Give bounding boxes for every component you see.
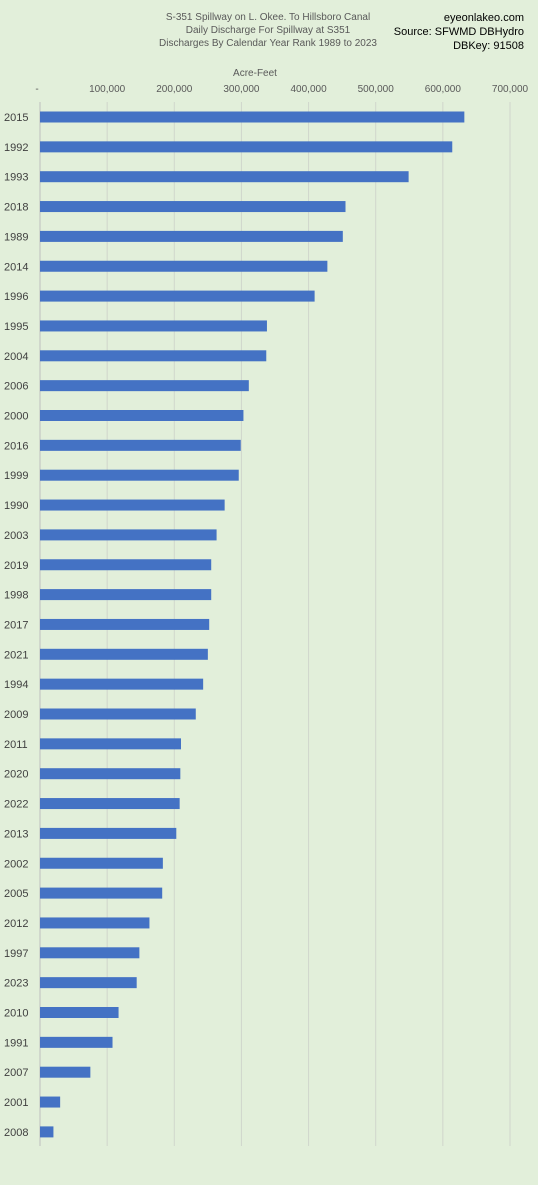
category-label: 1992 xyxy=(4,142,28,154)
bar-2000 xyxy=(40,410,244,421)
bar-1989 xyxy=(40,230,343,242)
category-label: 1999 xyxy=(4,470,28,482)
bar-2013 xyxy=(40,827,177,839)
category-label: 2021 xyxy=(4,649,28,661)
bar-1998 xyxy=(40,589,212,601)
category-label: 2018 xyxy=(4,202,28,214)
category-label: 1998 xyxy=(4,590,28,602)
x-tick-label: - xyxy=(35,84,38,95)
category-label: 2016 xyxy=(4,440,28,452)
x-tick-labels: - 100,000 200,000 300,000 400,000 500,000 600,… xyxy=(35,84,528,95)
category-label: 1989 xyxy=(4,231,28,243)
x-tick-label: 100,000 xyxy=(89,84,126,95)
category-label: 1996 xyxy=(4,291,28,303)
category-label: 1997 xyxy=(4,948,28,960)
bar-2022 xyxy=(40,798,180,810)
category-label: 2022 xyxy=(4,799,28,811)
category-labels: 2015 1992 1993 2018 1989 2014 1996 1995 2004 2006… xyxy=(4,112,28,1139)
category-label: 2008 xyxy=(4,1127,28,1139)
bar-2009 xyxy=(40,708,196,720)
x-axis-title: Acre-Feet xyxy=(233,68,277,79)
bar-2017 xyxy=(40,618,210,630)
chart-title-line-1: S-351 Spillway on L. Okee. To Hillsboro … xyxy=(165,12,371,23)
bar-2016 xyxy=(40,439,241,451)
category-label: 1990 xyxy=(4,500,28,512)
bars xyxy=(40,111,465,1138)
category-label: 2014 xyxy=(4,261,28,273)
bar-2012 xyxy=(40,917,150,929)
bar-2006 xyxy=(40,380,249,392)
x-tick-label: 200,000 xyxy=(156,84,193,95)
bar-2010 xyxy=(40,1007,119,1018)
category-label: 1993 xyxy=(4,172,28,184)
bar-1995 xyxy=(40,320,267,332)
bar-2004 xyxy=(40,350,267,362)
category-label: 2012 xyxy=(4,918,28,930)
bar-2001 xyxy=(40,1096,61,1108)
category-label: 2013 xyxy=(4,828,28,840)
chart-title-line-2: Daily Discharge For Spillway at S351 xyxy=(185,25,351,36)
category-label: 2000 xyxy=(4,411,28,423)
category-label: 2005 xyxy=(4,888,28,900)
bar-2003 xyxy=(40,529,217,541)
source-note: eyeonlakeo.com Source: SFWMD DBHydro DBK… xyxy=(394,11,524,53)
bar-2002 xyxy=(40,857,163,869)
category-label: 2002 xyxy=(4,858,28,870)
category-label: 2007 xyxy=(4,1067,28,1079)
category-label: 2020 xyxy=(4,769,28,781)
x-tick-label: 700,000 xyxy=(492,84,529,95)
category-label: 2003 xyxy=(4,530,28,542)
category-label: 2023 xyxy=(4,978,28,990)
category-label: 1995 xyxy=(4,321,28,333)
bar-2020 xyxy=(40,768,181,780)
category-label: 2019 xyxy=(4,560,28,572)
bar-2015 xyxy=(40,111,465,123)
x-tick-label: 600,000 xyxy=(425,84,462,95)
category-label: 1991 xyxy=(4,1037,28,1049)
x-tick-label: 500,000 xyxy=(358,84,395,95)
bar-2018 xyxy=(40,201,346,213)
category-label: 2010 xyxy=(4,1008,28,1020)
x-tick-label: 300,000 xyxy=(223,84,260,95)
bar-2021 xyxy=(40,648,208,660)
bar-2005 xyxy=(40,887,163,899)
bar-1991 xyxy=(40,1036,113,1048)
category-label: 2004 xyxy=(4,351,28,363)
x-tick-label: 400,000 xyxy=(290,84,327,95)
bar-2011 xyxy=(40,738,181,750)
category-label: 2017 xyxy=(4,619,28,631)
bar-2019 xyxy=(40,559,212,571)
bar-1994 xyxy=(40,678,204,690)
source-site: eyeonlakeo.com xyxy=(443,12,524,24)
bar-1992 xyxy=(40,141,453,153)
chart-title-line-3: Discharges By Calendar Year Rank 1989 to… xyxy=(159,38,377,49)
source-provider: Source: SFWMD DBHydro xyxy=(393,26,524,38)
bar-2023 xyxy=(40,977,137,989)
bar-1993 xyxy=(40,171,409,183)
category-label: 2011 xyxy=(4,739,28,751)
category-label: 2009 xyxy=(4,709,28,721)
bar-2008 xyxy=(40,1126,54,1138)
bar-1997 xyxy=(40,947,140,959)
bar-1990 xyxy=(40,499,225,511)
bar-1999 xyxy=(40,469,239,481)
category-label: 2001 xyxy=(4,1097,28,1109)
bar-2014 xyxy=(40,260,328,272)
chart-title: S-351 Spillway on L. Okee. To Hillsboro … xyxy=(150,11,386,50)
category-label: 2006 xyxy=(4,381,28,393)
category-label: 2015 xyxy=(4,112,28,124)
source-dbkey: DBKey: 91508 xyxy=(453,40,524,52)
bar-2007 xyxy=(40,1066,91,1078)
bar-1996 xyxy=(40,290,315,302)
category-label: 1994 xyxy=(4,679,28,691)
